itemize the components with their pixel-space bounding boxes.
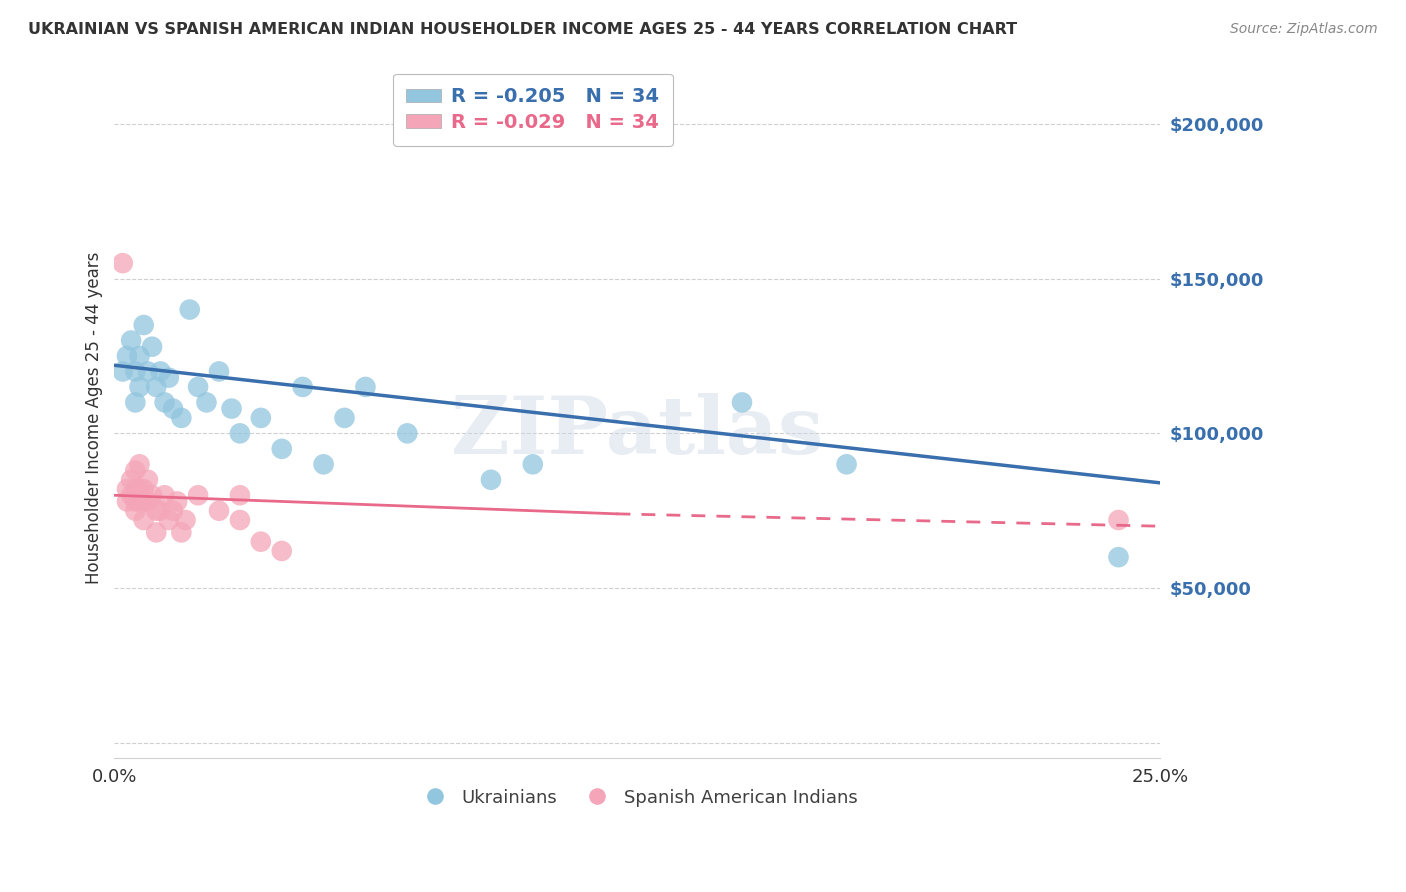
Point [170,410,193,425]
Legend: Ukrainians, Spanish American Indians: Ukrainians, Spanish American Indians [409,781,865,814]
Point [136,364,159,378]
Point [1108,550,1130,565]
Point [115,349,138,363]
Point [132,513,155,527]
Point [124,463,146,477]
Point [124,482,146,496]
Point [179,302,201,317]
Point [128,349,150,363]
Point [124,364,146,378]
Point [522,458,544,472]
Point [120,488,142,502]
Point [221,401,243,416]
Point [291,380,314,394]
Point [229,488,252,502]
Point [170,525,193,540]
Point [153,395,176,409]
Point [145,504,167,518]
Point [396,426,419,441]
Point [149,504,172,518]
Point [111,364,134,378]
Point [149,364,172,378]
Point [208,504,231,518]
Point [120,473,142,487]
Point [120,334,142,348]
Point [333,410,356,425]
Point [136,473,159,487]
Point [128,380,150,394]
Point [1108,513,1130,527]
Point [115,494,138,508]
Point [312,458,335,472]
Point [229,513,252,527]
Point [174,513,197,527]
Point [132,494,155,508]
Point [141,340,163,354]
Point [354,380,377,394]
Text: ZIPatlas: ZIPatlas [451,392,824,470]
Point [731,395,754,409]
Point [153,488,176,502]
Point [145,525,167,540]
Point [195,395,218,409]
Point [250,534,273,549]
Point [835,458,858,472]
Point [128,482,150,496]
Point [136,494,159,508]
Point [128,458,150,472]
Point [124,494,146,508]
Point [124,504,146,518]
Point [157,513,180,527]
Point [229,426,252,441]
Y-axis label: Householder Income Ages 25 - 44 years: Householder Income Ages 25 - 44 years [86,252,103,584]
Point [479,473,502,487]
Point [162,401,184,416]
Point [187,488,209,502]
Point [187,380,209,394]
Point [162,504,184,518]
Point [132,482,155,496]
Point [128,494,150,508]
Point [115,482,138,496]
Point [124,395,146,409]
Point [250,410,273,425]
Text: Source: ZipAtlas.com: Source: ZipAtlas.com [1230,22,1378,37]
Point [145,380,167,394]
Point [208,364,231,378]
Point [270,442,292,456]
Point [111,256,134,270]
Point [141,488,163,502]
Point [166,494,188,508]
Text: UKRAINIAN VS SPANISH AMERICAN INDIAN HOUSEHOLDER INCOME AGES 25 - 44 YEARS CORRE: UKRAINIAN VS SPANISH AMERICAN INDIAN HOU… [28,22,1018,37]
Point [132,318,155,332]
Point [270,544,292,558]
Point [157,370,180,384]
